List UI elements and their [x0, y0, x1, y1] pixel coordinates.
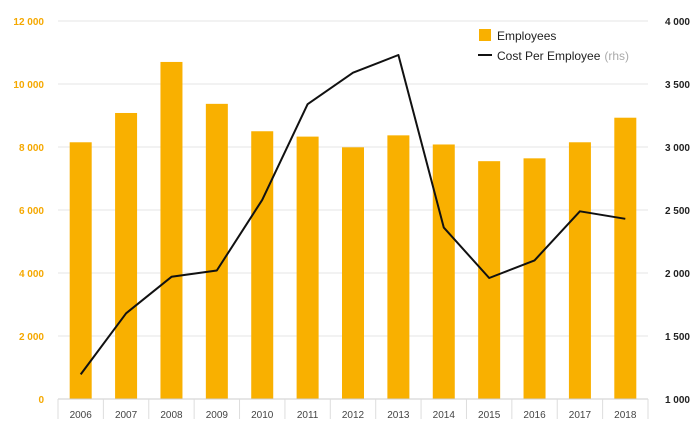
right-tick-label: 3 500	[665, 80, 690, 91]
x-tick-label: 2010	[251, 410, 274, 421]
x-tick-label: 2014	[433, 410, 456, 421]
legend-label-rhs-suffix: (rhs)	[604, 49, 629, 63]
right-tick-label: 4 000	[665, 17, 690, 28]
bar-employees	[160, 61, 183, 399]
left-tick-label: 8 000	[19, 143, 44, 154]
x-tick-label: 2012	[342, 410, 365, 421]
bar-employees	[115, 112, 138, 399]
x-tick-label: 2008	[160, 410, 183, 421]
legend: Employees Cost Per Employee (rhs)	[478, 29, 629, 63]
x-tick-label: 2016	[523, 410, 546, 421]
x-axis-ticks: 2006 2007 2008 2009 2010 2011 2012 2013 2014 2015…	[70, 410, 637, 421]
bar-employees	[568, 142, 591, 399]
right-tick-label: 2 000	[665, 269, 690, 280]
x-tick-label: 2011	[297, 410, 319, 421]
bar-employees	[69, 142, 92, 399]
left-tick-label: 4 000	[19, 269, 44, 280]
legend-swatch-employees	[479, 29, 491, 41]
legend-label-employees: Employees	[497, 29, 556, 43]
x-tick-label: 2018	[614, 410, 637, 421]
x-tick-label: 2015	[478, 410, 501, 421]
bar-employees	[614, 117, 637, 399]
left-tick-label: 0	[38, 395, 44, 406]
right-tick-label: 3 000	[665, 143, 690, 154]
legend-label-cost-per-employee: Cost Per Employee (rhs)	[497, 49, 629, 63]
cost-per-employee-line	[79, 54, 626, 375]
x-tick-label: 2007	[115, 410, 138, 421]
employee-bars	[69, 61, 637, 400]
bar-employees	[523, 158, 546, 399]
legend-label-cost-per-employee-main: Cost Per Employee	[497, 49, 601, 63]
bar-employees	[432, 144, 455, 399]
right-tick-label: 2 500	[665, 206, 690, 217]
axes	[57, 398, 649, 419]
bar-employees	[478, 161, 501, 399]
right-axis-ticks: 1 000 1 500 2 000 2 500 3 000 3 500 4 000	[665, 17, 690, 406]
bar-employees	[342, 147, 364, 399]
x-tick-label: 2009	[206, 410, 229, 421]
x-tick-label: 2013	[387, 410, 410, 421]
x-tick-label: 2006	[70, 410, 93, 421]
left-tick-label: 12 000	[13, 17, 44, 28]
left-tick-label: 2 000	[19, 332, 44, 343]
line-cost-per-employee	[79, 54, 626, 375]
left-tick-label: 6 000	[19, 206, 44, 217]
bar-employees	[251, 131, 274, 399]
right-tick-label: 1 500	[665, 332, 690, 343]
bar-employees	[387, 135, 410, 399]
right-tick-label: 1 000	[665, 395, 690, 406]
x-tick-label: 2017	[569, 410, 592, 421]
bar-employees	[205, 103, 228, 399]
bar-employees	[296, 136, 319, 400]
left-axis-ticks: 0 2 000 4 000 6 000 8 000 10 000 12 000	[13, 17, 44, 406]
left-tick-label: 10 000	[13, 80, 44, 91]
